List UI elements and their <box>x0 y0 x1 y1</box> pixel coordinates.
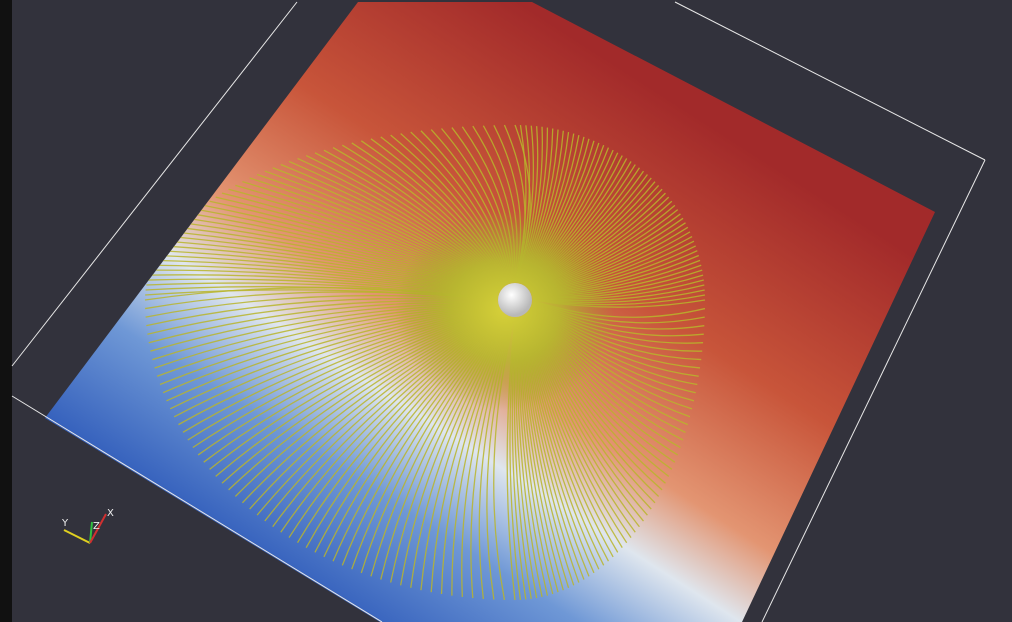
axis-label: Y <box>61 518 69 529</box>
outline-box <box>11 1 986 622</box>
orientation-axes: Y Z X <box>61 508 114 544</box>
axis-z <box>89 521 93 544</box>
axis-label: Z <box>93 521 100 532</box>
axis-x <box>89 513 107 544</box>
left-border <box>0 0 12 622</box>
axis-label: X <box>107 508 114 519</box>
axis-y <box>63 529 91 544</box>
sphere-source <box>498 283 532 317</box>
